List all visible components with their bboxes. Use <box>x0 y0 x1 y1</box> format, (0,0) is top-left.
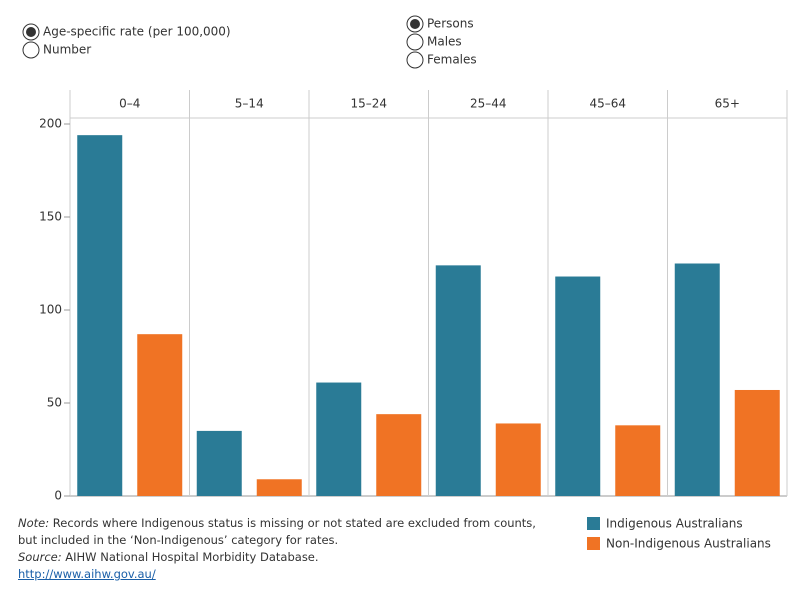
radio-label[interactable]: Age-specific rate (per 100,000) <box>43 25 231 39</box>
y-tick-label: 200 <box>39 117 62 131</box>
bar <box>495 423 541 496</box>
radio-button[interactable] <box>22 41 40 59</box>
bar <box>376 414 422 496</box>
source: Source: AIHW National Hospital Morbidity… <box>18 549 553 566</box>
bar <box>316 382 362 496</box>
note: Note: Records where Indigenous status is… <box>18 515 553 549</box>
bar <box>674 263 720 496</box>
radio-button[interactable] <box>406 33 424 51</box>
category-header: 0–4 <box>119 97 140 111</box>
category-header: 15–24 <box>350 97 387 111</box>
radio-label[interactable]: Males <box>427 35 462 49</box>
radio-dot <box>410 19 420 29</box>
legend-label: Indigenous Australians <box>606 517 743 531</box>
legend-label: Non-Indigenous Australians <box>606 537 771 551</box>
source-text: AIHW National Hospital Morbidity Databas… <box>65 550 319 564</box>
bar <box>256 479 302 496</box>
y-tick-label: 100 <box>39 303 62 317</box>
radio-label[interactable]: Persons <box>427 17 474 31</box>
radio-button[interactable] <box>406 51 424 69</box>
category-header: 45–64 <box>589 97 626 111</box>
source-link[interactable]: http://www.aihw.gov.au/ <box>18 567 156 581</box>
note-text: Records where Indigenous status is missi… <box>18 516 536 547</box>
y-tick-label: 50 <box>47 396 62 410</box>
bar <box>435 265 481 496</box>
bar <box>615 425 661 496</box>
source-label: Source: <box>18 550 62 564</box>
radio-dot <box>26 27 36 37</box>
notes: Note: Records where Indigenous status is… <box>18 515 553 583</box>
bar <box>77 135 123 496</box>
y-tick-label: 150 <box>39 210 62 224</box>
category-header: 5–14 <box>235 97 264 111</box>
y-tick-label: 0 <box>54 489 62 503</box>
category-header: 65+ <box>715 97 740 111</box>
category-header: 25–44 <box>470 97 507 111</box>
bar <box>137 334 183 496</box>
radio-label[interactable]: Number <box>43 43 91 57</box>
bar <box>196 430 242 496</box>
radio-label[interactable]: Females <box>427 53 477 67</box>
bar <box>734 389 780 496</box>
legend-swatch <box>587 537 600 550</box>
legend-swatch <box>587 517 600 530</box>
note-label: Note: <box>18 516 50 530</box>
bar <box>555 276 601 496</box>
